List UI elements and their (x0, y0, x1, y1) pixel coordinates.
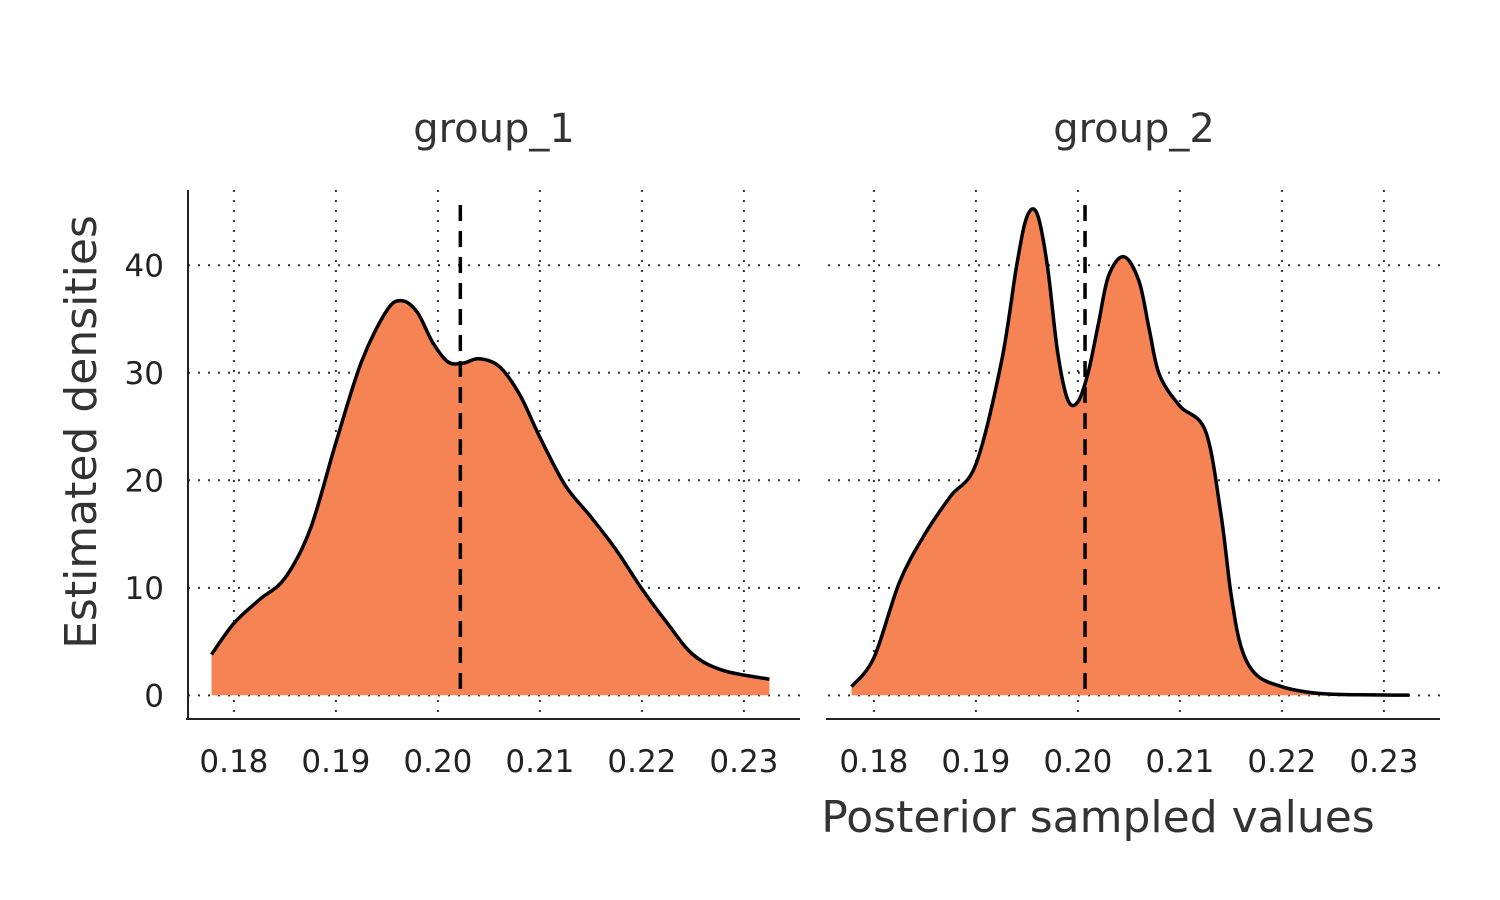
panel-2-x-tick-label: 0.23 (1349, 744, 1418, 780)
y-tick-label: 0 (144, 678, 164, 714)
panel-2-x-tick-label: 0.19 (941, 744, 1010, 780)
y-tick-label: 20 (125, 463, 164, 499)
panel-2-x-tick-label: 0.18 (839, 744, 908, 780)
panel-2-x-tick-label: 0.22 (1247, 744, 1316, 780)
panel-2-title: group_2 (1053, 106, 1215, 152)
y-tick-label: 30 (125, 356, 164, 392)
y-axis-title: Estimated densities (56, 215, 107, 649)
panel-1-x-tick-label: 0.22 (607, 744, 676, 780)
panel-2-density-area (851, 208, 1410, 696)
panel-2-density-line (850, 207, 1410, 697)
panel-1-x-tick-label: 0.19 (301, 744, 370, 780)
x-axis-title: Posterior sampled values (821, 792, 1374, 843)
panel-2-x-tick-label: 0.21 (1145, 744, 1214, 780)
panel-1-title: group_1 (413, 106, 575, 152)
panel-2-x-tick-label: 0.20 (1043, 744, 1112, 780)
panel-1-x-tick-label: 0.18 (199, 744, 268, 780)
y-tick-label: 40 (125, 248, 164, 284)
panel-1-density-area (211, 300, 770, 696)
y-tick-label: 10 (125, 571, 164, 607)
panel-1-x-tick-label: 0.20 (403, 744, 472, 780)
panel-1-x-tick-label: 0.23 (709, 744, 778, 780)
panel-1-x-tick-label: 0.21 (505, 744, 574, 780)
